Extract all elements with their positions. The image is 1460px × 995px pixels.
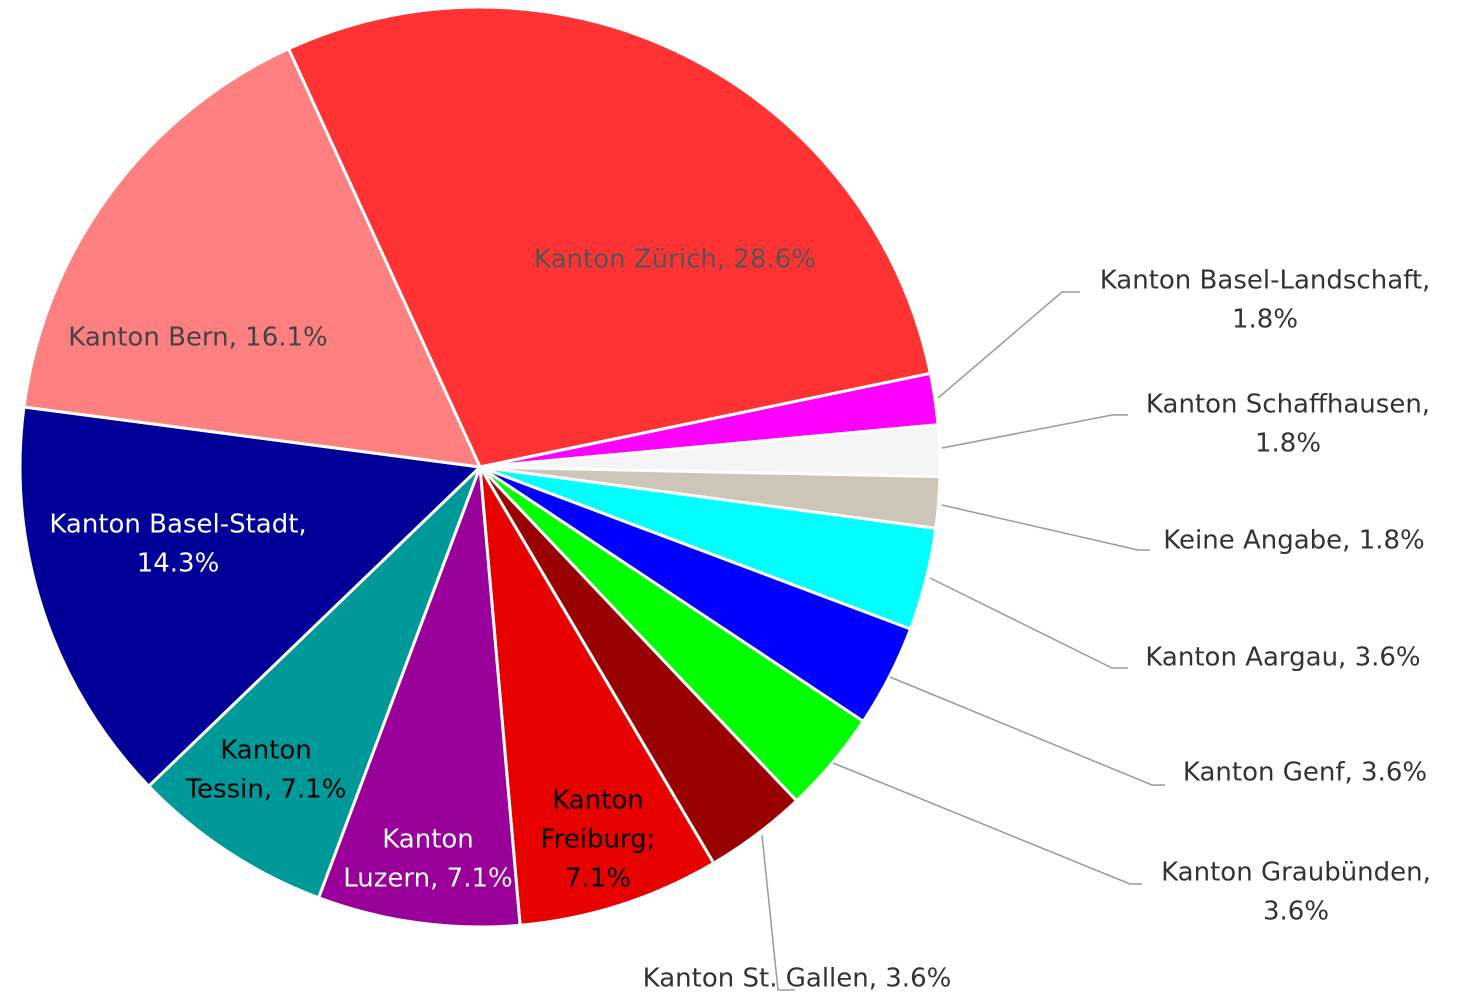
pie-slice: Kanton Basel-Stadt [18, 405, 484, 789]
pie-slice: Kanton Luzern [316, 466, 522, 929]
data-label: Kanton Graubünden, [1161, 858, 1431, 888]
leader-line [889, 676, 1165, 786]
data-label: 1.8% [1255, 429, 1321, 459]
data-label: Kanton Basel-Landschaft, [1100, 266, 1431, 296]
data-label: 1.8% [1232, 305, 1298, 335]
data-label: Kanton Basel-Stadt, [49, 510, 306, 540]
leader-line [929, 577, 1128, 669]
data-label: Luzern, 7.1% [343, 864, 512, 894]
data-label: Freiburg; [541, 825, 656, 855]
leader-line [937, 291, 1080, 399]
pie-slice: Kanton Tessin [146, 465, 482, 900]
pie-slice: Kanton Freiburg [478, 466, 716, 927]
pie-slice: Kanton Bern [22, 46, 483, 469]
data-label: Kanton Schaffhausen, [1146, 390, 1430, 420]
data-label: Kanton Genf, 3.6% [1183, 758, 1427, 788]
data-label: Kanton [382, 825, 474, 855]
data-label: Kanton [552, 786, 644, 816]
data-label: Keine Angabe, 1.8% [1163, 526, 1425, 556]
data-label: 3.6% [1263, 897, 1329, 927]
leader-line [941, 504, 1150, 551]
data-label: Kanton Zürich, 28.6% [534, 245, 816, 275]
pie-slice: Kanton Zürich [286, 5, 933, 469]
data-label: Kanton Bern, 16.1% [68, 323, 328, 353]
leader-line [941, 414, 1128, 449]
data-label: Kanton [220, 736, 312, 766]
leader-line [761, 834, 795, 991]
leader-line [832, 762, 1142, 885]
data-label: 7.1% [565, 864, 631, 894]
data-label: 14.3% [137, 549, 220, 579]
data-label: Tessin, 7.1% [185, 775, 347, 805]
data-label: Kanton Aargau, 3.6% [1145, 643, 1420, 673]
data-label: Kanton St. Gallen, 3.6% [643, 964, 952, 994]
